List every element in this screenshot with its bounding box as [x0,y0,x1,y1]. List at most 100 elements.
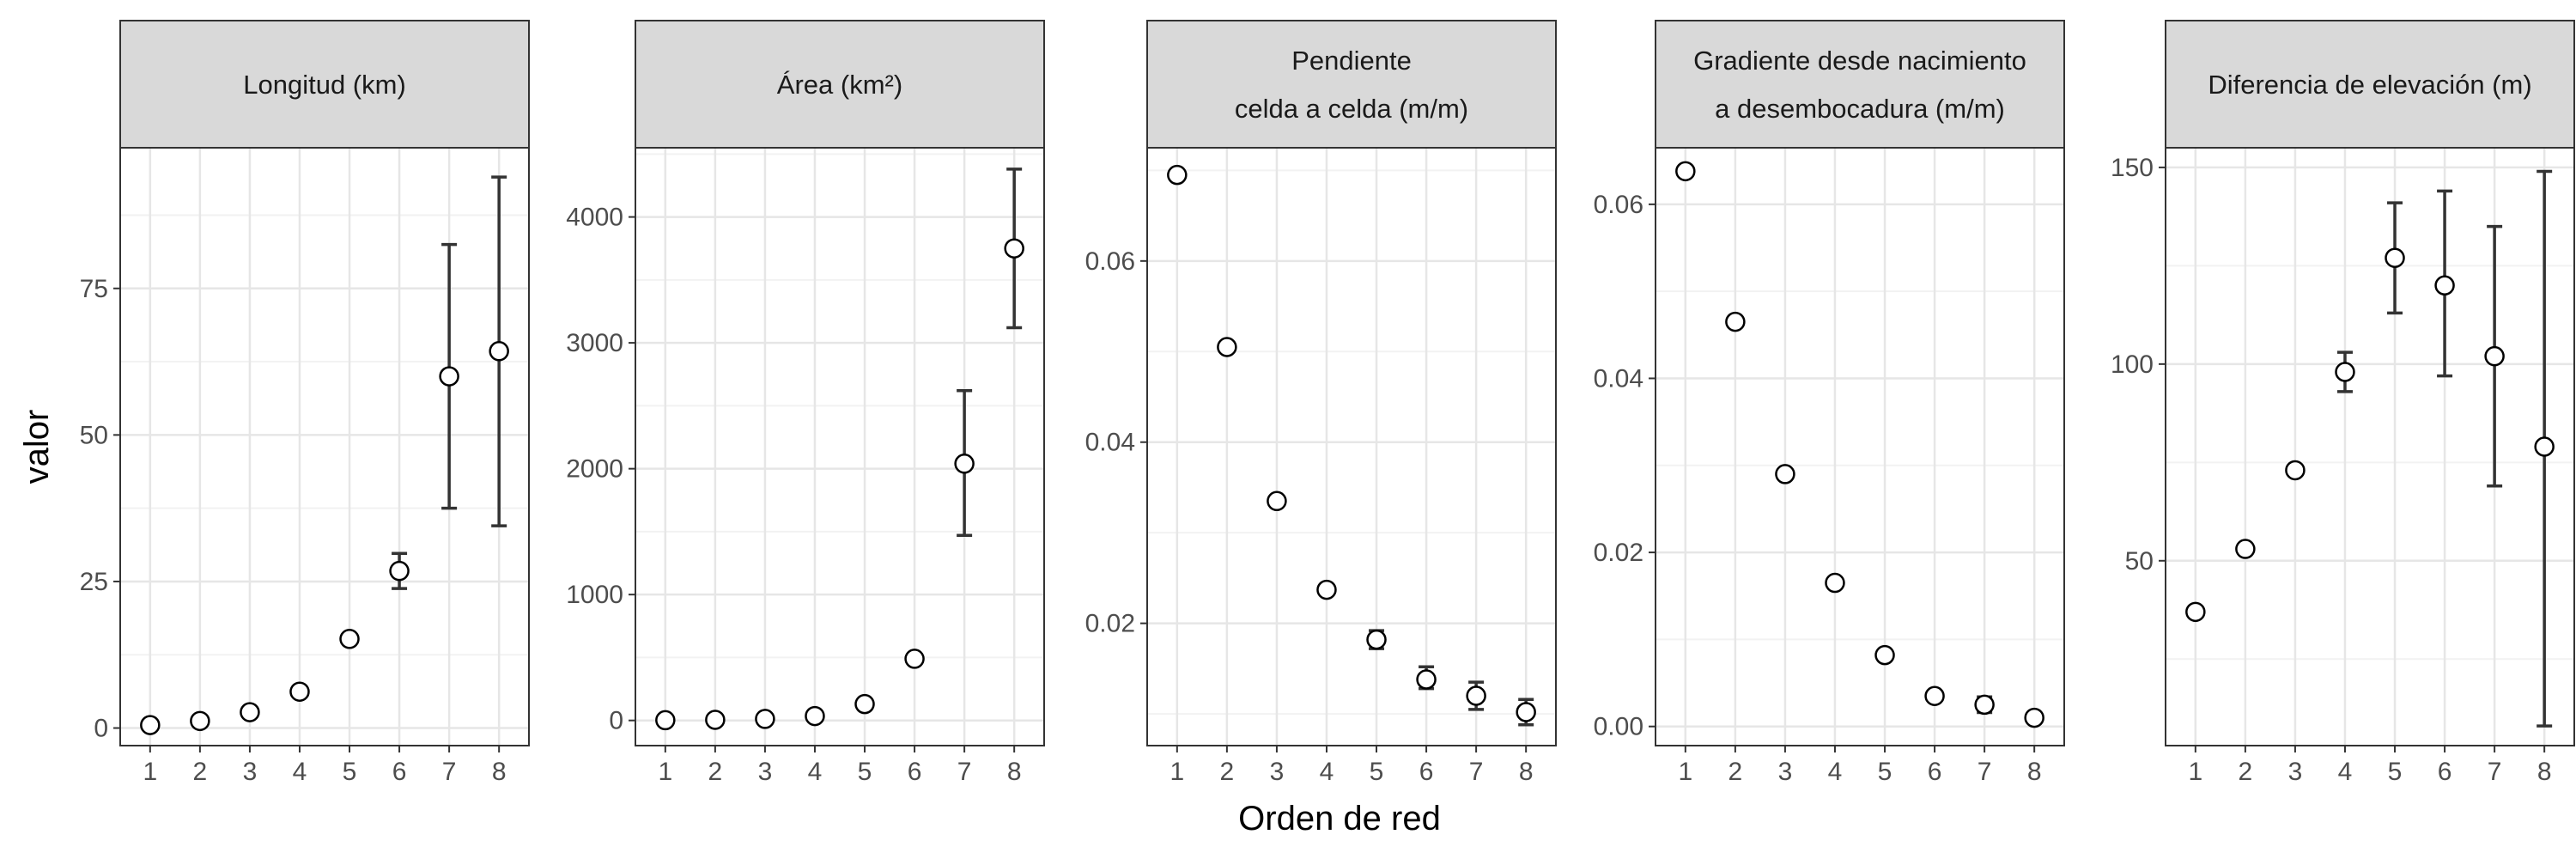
panel-border [2165,147,2575,746]
data-point [339,629,360,649]
panel-background [1656,148,2064,746]
data-point [1974,694,1995,716]
x-tick-label: 7 [1469,758,1484,786]
y-tick-label: 4000 [566,204,623,232]
x-tick-label: 3 [2288,758,2303,786]
facet-title-line: Área (km²) [777,70,902,100]
y-tick-label: 0 [94,715,108,743]
y-tick-label: 50 [2125,547,2154,576]
data-point [1004,238,1024,259]
x-tick-label: 8 [2027,758,2042,786]
x-tick-label: 5 [343,758,357,786]
data-point [240,702,260,722]
data-point [655,710,676,731]
x-tick-label: 3 [243,758,258,786]
y-tick-label: 50 [80,421,108,449]
x-tick-label: 7 [1978,758,1992,786]
data-point [1874,644,1895,666]
data-point [1167,164,1188,186]
data-point [1416,669,1437,690]
facet-strip [119,20,530,149]
data-point [2534,436,2555,457]
y-tick-label: 150 [2111,154,2154,182]
x-tick-label: 7 [2488,758,2502,786]
data-point [2235,539,2256,559]
data-point [289,681,310,702]
data-point [1267,490,1287,512]
facet-panel-3: 0.02 0.04 0.06 1 2 3 4 5 6 7 8 Pendiente celda a cel… [1085,20,1557,786]
x-tick-label: 5 [1370,758,1384,786]
data-point [904,649,925,669]
x-tick-label: 1 [143,758,157,786]
x-tick-label: 4 [293,758,307,786]
facet-panel-4: 0.00 0.02 0.04 0.06 1 2 3 4 5 6 7 8 Gradiente desde … [1594,20,2065,786]
y-tick-label: 2000 [566,455,623,484]
data-point [1466,685,1486,706]
data-point [1516,702,1536,722]
x-tick-label: 3 [1270,758,1285,786]
x-tick-label: 2 [2239,758,2253,786]
x-tick-label: 3 [1778,758,1793,786]
x-tick-label: 8 [2537,758,2552,786]
data-point [439,366,459,387]
data-point [954,454,975,474]
x-tick-label: 2 [1220,758,1235,786]
data-point [1316,579,1337,600]
x-axis-title: Orden de red [1238,800,1441,838]
facet-strip [635,20,1045,149]
data-point [2484,345,2505,367]
y-tick-label: 0.04 [1594,364,1643,393]
data-point [1825,572,1845,594]
y-tick-label: 0.04 [1085,429,1135,457]
data-point [2335,362,2355,382]
x-tick-label: 7 [442,758,457,786]
x-tick-label: 1 [1170,758,1184,786]
facet-title-line: Diferencia de elevación (m) [2208,70,2531,100]
x-tick-label: 6 [2438,758,2452,786]
y-tick-label: 0.06 [1594,191,1643,219]
y-axis-title: valor [18,410,56,484]
facet-title-line: Gradiente desde nacimiento [1693,46,2026,76]
x-tick-label: 2 [193,758,208,786]
facet-title-line: Pendiente [1291,46,1412,76]
x-tick-label: 7 [957,758,972,786]
x-tick-label: 5 [1878,758,1893,786]
panel-border [119,147,530,746]
data-point [190,710,210,732]
x-tick-label: 6 [1419,758,1434,786]
facet-strip [2165,20,2575,149]
data-point [2285,460,2306,481]
x-tick-label: 5 [858,758,872,786]
data-point [1775,464,1795,484]
x-tick-label: 6 [908,758,922,786]
x-tick-label: 3 [758,758,773,786]
x-tick-label: 5 [2388,758,2403,786]
data-point [1924,685,1945,707]
data-point [1217,337,1237,357]
data-point [755,709,775,729]
y-tick-label: 75 [80,275,108,303]
data-point [389,560,410,582]
y-tick-label: 100 [2111,350,2154,379]
data-point [2024,707,2044,728]
facet-strip [1655,20,2065,149]
y-tick-label: 1000 [566,581,623,609]
data-point [705,710,726,730]
data-point [2185,601,2206,623]
facet-panel-2: 0 1000 2000 3000 4000 1 2 3 4 5 6 7 8 Área (km²) [566,20,1045,786]
x-tick-label: 4 [1828,758,1843,786]
panel-background [635,148,1044,746]
x-tick-label: 4 [1320,758,1334,786]
panel-background [2166,148,2574,746]
data-point [1366,629,1387,650]
x-tick-label: 2 [708,758,723,786]
facet-title-line: Longitud (km) [243,70,406,100]
y-tick-label: 0.06 [1085,247,1135,276]
x-tick-label: 2 [1728,758,1743,786]
facet-strip [1146,20,1557,149]
y-tick-label: 0.02 [1594,539,1643,567]
x-tick-label: 8 [1007,758,1022,786]
y-tick-label: 25 [80,568,108,596]
x-tick-label: 1 [2188,758,2202,786]
